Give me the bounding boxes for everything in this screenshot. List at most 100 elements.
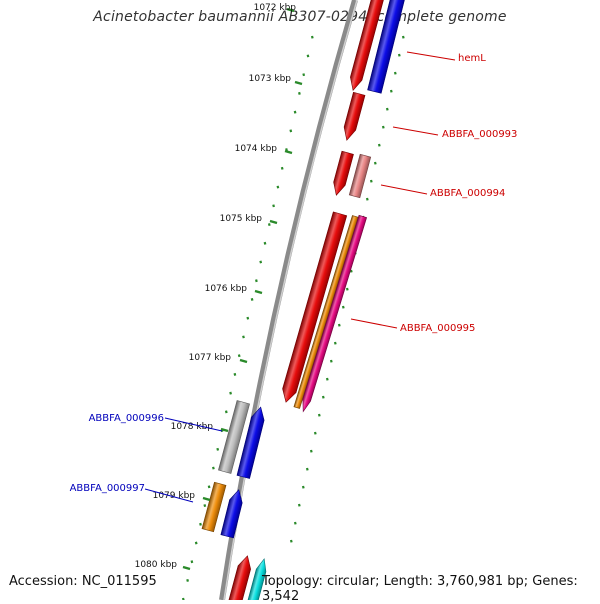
kbp-tick-mark — [254, 289, 263, 295]
kbp-tick-label: 1072 kbp — [254, 3, 297, 13]
gene-orange-strip — [293, 215, 359, 409]
gene-leader-line — [164, 417, 223, 432]
right-tick-dot — [333, 341, 337, 345]
gene-hemL — [350, 0, 386, 91]
right-tick-dot — [341, 305, 345, 309]
left-tick-dot — [306, 54, 310, 58]
kbp-tick-label: 1076 kbp — [205, 284, 248, 294]
accession-text: Accession: NC_011595 — [9, 574, 157, 589]
right-tick-dot — [393, 71, 397, 75]
left-tick-dot — [272, 204, 275, 208]
left-tick-dot — [237, 354, 241, 358]
gene-cyan-bottom — [246, 558, 267, 600]
gene-abbfa-000995 — [282, 211, 348, 403]
right-tick-dot — [369, 179, 373, 183]
kbp-tick-label: 1074 kbp — [235, 144, 278, 154]
left-tick-dot — [233, 372, 237, 376]
left-tick-dot — [207, 485, 211, 489]
kbp-tick-mark — [182, 565, 191, 571]
gene-red-bottom — [227, 555, 251, 600]
gene-leader-line — [350, 318, 398, 329]
left-tick-dot — [216, 447, 220, 451]
left-tick-dot — [255, 279, 258, 283]
left-tick-dot — [293, 110, 297, 114]
right-tick-dot — [365, 197, 369, 201]
gene-label: ABBFA_000997 — [70, 483, 145, 494]
gene-abbfa-000994 — [333, 150, 354, 196]
left-tick-dot — [310, 35, 314, 39]
gene-blue-bottom — [220, 489, 243, 539]
gene-blue-top — [367, 0, 405, 94]
left-tick-dot — [194, 541, 198, 545]
left-tick-dot — [203, 504, 207, 508]
kbp-tick-mark — [294, 80, 303, 86]
right-tick-dot — [313, 431, 317, 435]
genes-layer — [201, 0, 405, 600]
kbp-tick-label: 1078 kbp — [171, 422, 214, 432]
kbp-tick-mark — [286, 7, 295, 13]
gene-leader-line — [144, 488, 194, 503]
gene-label: ABBFA_000993 — [442, 129, 517, 140]
right-tick-dot — [385, 107, 389, 111]
right-tick-dot — [397, 53, 401, 57]
right-tick-dot — [297, 503, 301, 507]
left-tick-dot — [229, 391, 232, 395]
left-tick-dot — [289, 129, 293, 133]
kbp-tick-mark — [202, 496, 211, 502]
left-tick-dot — [242, 335, 245, 339]
left-tick-dot — [267, 223, 271, 227]
left-tick-dot — [263, 241, 267, 245]
left-tick-dot — [181, 597, 185, 600]
right-tick-dot — [337, 323, 341, 327]
gene-leader-line — [406, 51, 456, 61]
left-tick-dot — [224, 410, 228, 414]
left-tick-dot — [280, 166, 284, 170]
kbp-tick-label: 1073 kbp — [249, 74, 292, 84]
left-tick-dot — [190, 560, 194, 564]
right-tick-dot — [381, 125, 385, 129]
gene-label: hemL — [458, 53, 486, 64]
left-tick-dot — [276, 185, 280, 189]
right-tick-dot — [401, 35, 405, 39]
left-tick-dot — [199, 522, 202, 526]
kbp-tick-label: 1075 kbp — [220, 214, 263, 224]
right-tick-dot — [309, 449, 313, 453]
left-tick-dot — [250, 297, 254, 301]
left-tick-dot — [298, 91, 301, 95]
gene-abbfa-000994-pseudo — [348, 153, 372, 199]
gene-leader-line — [392, 126, 439, 136]
kbp-tick-label: 1079 kbp — [153, 491, 196, 501]
right-tick-dot — [377, 143, 381, 147]
right-tick-dot — [329, 359, 333, 363]
kbp-tick-mark — [284, 149, 293, 155]
right-tick-dot — [389, 89, 393, 93]
right-tick-dot — [317, 413, 321, 417]
left-tick-dot — [212, 466, 215, 470]
left-tick-dot — [186, 578, 189, 582]
kbp-tick-label: 1077 kbp — [189, 353, 232, 363]
right-tick-dot — [305, 467, 309, 471]
gene-label: ABBFA_000994 — [430, 188, 505, 199]
gene-abbfa-000993 — [343, 91, 366, 141]
left-tick-dot — [259, 260, 263, 264]
genome-title: Acinetobacter baumannii AB307-0294, comp… — [93, 9, 507, 25]
gene-abbfa-000997 — [201, 481, 227, 533]
right-tick-dot — [301, 485, 305, 489]
right-tick-dot — [345, 287, 349, 291]
labels-layer: 1072 kbp 1073 kbp 1074 kbp 1075 kbp 1076 kbp… — [70, 3, 517, 571]
right-tick-dot — [373, 161, 377, 165]
left-tick-dot — [302, 73, 306, 77]
right-tick-dot — [293, 521, 297, 525]
gene-label: ABBFA_000996 — [89, 413, 164, 424]
kbp-tick-label: 1080 kbp — [135, 560, 178, 570]
gene-label: ABBFA_000995 — [400, 323, 475, 334]
right-tick-dot — [349, 269, 353, 273]
gene-magenta-strip — [302, 214, 368, 413]
right-tick-dot — [321, 395, 325, 399]
gene-blue-lower — [236, 406, 265, 479]
kbp-tick-mark — [269, 219, 278, 225]
left-tick-dot — [246, 316, 250, 320]
gene-abbfa-000996 — [218, 400, 250, 474]
